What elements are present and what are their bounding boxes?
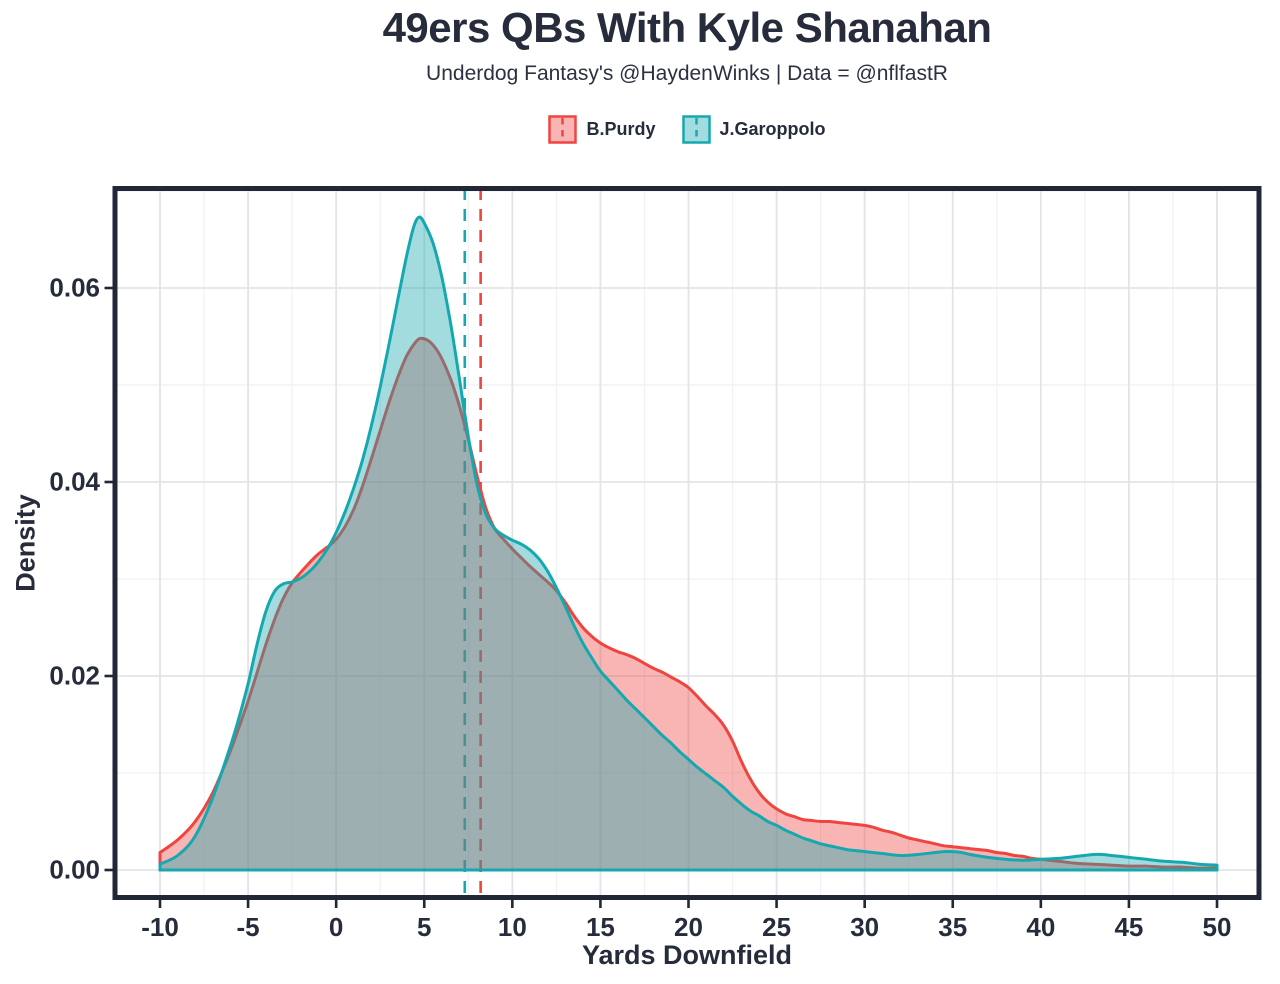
x-tick-label: 35 xyxy=(938,912,968,942)
y-tick-label: 0.04 xyxy=(49,466,100,497)
x-tick-label: 25 xyxy=(762,912,792,942)
legend-key-icon xyxy=(681,114,711,144)
x-tick-label: 30 xyxy=(850,912,880,942)
chart-subtitle: Underdog Fantasy's @HaydenWinks | Data =… xyxy=(426,62,948,85)
y-tick-label: 0.02 xyxy=(49,660,100,691)
x-tick-label: 50 xyxy=(1202,912,1232,942)
panel-contents xyxy=(117,188,1257,898)
x-tick-label: 0 xyxy=(328,912,344,942)
legend-label: J.Garoppolo xyxy=(719,118,826,139)
y-tick-label: 0.06 xyxy=(49,272,100,303)
x-tick-label: 40 xyxy=(1026,912,1056,942)
y-tick-label: 0.00 xyxy=(49,854,100,885)
legend-label: B.Purdy xyxy=(586,118,656,139)
x-axis-title: Yards Downfield xyxy=(581,940,793,970)
legend-entry: B.Purdy xyxy=(548,114,656,144)
x-tick-label: 10 xyxy=(497,912,527,942)
j-garoppolo-density-area xyxy=(158,215,1219,872)
x-tick-label: 15 xyxy=(585,912,615,942)
b-purdy-density-area xyxy=(158,336,1219,872)
x-tick-label: -10 xyxy=(141,912,179,942)
y-axis-title: Density xyxy=(10,494,41,592)
legend-key-icon xyxy=(548,114,578,144)
x-tick-label: -5 xyxy=(236,912,260,942)
legend-entry: J.Garoppolo xyxy=(681,114,826,144)
legend: B.Purdy J.Garoppolo xyxy=(112,112,1262,146)
chart-title: 49ers QBs With Kyle Shanahan xyxy=(382,4,992,51)
x-tick-label: 20 xyxy=(674,912,703,942)
panel-border xyxy=(112,186,1262,900)
x-tick-label: 5 xyxy=(417,912,432,942)
x-tick-label: 45 xyxy=(1114,912,1144,942)
